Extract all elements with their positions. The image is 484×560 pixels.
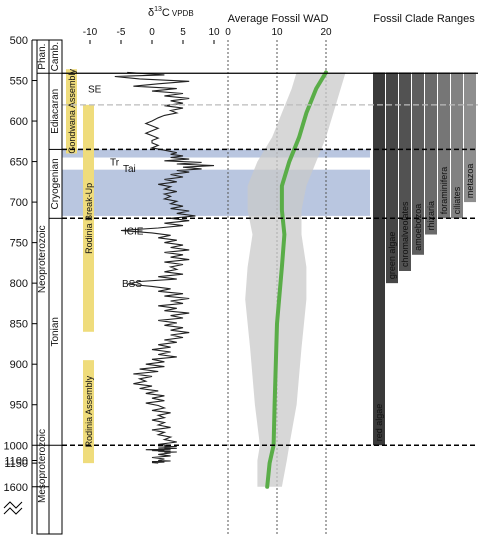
glaciation-band	[62, 169, 370, 216]
age-axis: 500 550 600 650 700 750 800 850 900 950 1000 110011…	[4, 35, 37, 534]
age-tick-label: 1100	[4, 456, 28, 468]
age-tick-label: 650	[10, 157, 28, 169]
age-tick-label: 500	[10, 35, 28, 47]
age-tick-label: 750	[10, 238, 28, 250]
clade-range-bar	[425, 72, 437, 235]
d13c-title: δ13C VPDB	[148, 6, 194, 19]
boundary-lines	[61, 40, 478, 534]
glaciation-bands	[62, 149, 370, 216]
clade-label: red algae	[374, 404, 384, 442]
clade-range-bar	[386, 72, 398, 284]
clade-label: ciliates	[452, 186, 462, 214]
d13c-tick-label: -5	[117, 27, 126, 38]
wad-title: Average Fossil WAD	[228, 13, 329, 25]
age-tick-label: 550	[10, 76, 28, 88]
clade-label: chromalveolates	[400, 201, 410, 267]
clade-label: metazoa	[465, 164, 475, 199]
age-tick-label: 800	[10, 278, 28, 290]
period-label: Tonian	[50, 317, 61, 346]
clade-label: rhizaria	[426, 201, 436, 231]
clade-range-bar	[412, 72, 424, 255]
glaciation-band	[62, 149, 370, 158]
wad-tick-label: 20	[320, 27, 332, 38]
clade-label: amoebozoa	[413, 204, 423, 251]
wad-tick-label: 0	[225, 27, 231, 38]
axis-break-mark	[3, 501, 23, 509]
d13c-tick-label: 5	[180, 27, 186, 38]
clade-panel: Fossil Clade Ranges red algae green algae…	[373, 13, 476, 446]
age-tick-label: 850	[10, 319, 28, 331]
age-tick-label: 700	[10, 197, 28, 209]
clade-title: Fossil Clade Ranges	[373, 13, 475, 25]
d13c-series	[114, 71, 215, 464]
strat-column: Phan. Neoproterozoic Mesoproterozoic Camb. E…	[36, 39, 63, 535]
wad-mean-line	[265, 70, 328, 489]
period-label: Ediacaran	[50, 89, 61, 134]
eon-label: Mesoproterozoic	[37, 429, 48, 503]
d13c-tick-label: 10	[208, 27, 220, 38]
period-label: Cryogenian	[50, 158, 61, 209]
age-tick-label: 1000	[4, 440, 28, 452]
age-tick-label: 950	[10, 400, 28, 412]
event-label: Gondwana Assembly	[67, 69, 77, 154]
eon-label: Neoproterozoic	[37, 225, 48, 293]
eon-label: Phan.	[37, 44, 48, 70]
d13c-event-label: Tr	[110, 158, 120, 169]
wad-panel: Average Fossil WAD 0 10 20	[225, 13, 346, 534]
d13c-tick-label: 0	[149, 27, 155, 38]
event-bar	[83, 360, 94, 464]
age-tick-label: 1600	[4, 482, 28, 494]
d13c-event-label: SE	[88, 85, 102, 96]
age-tick-label: 1150	[4, 458, 28, 470]
age-tick-label: 900	[10, 359, 28, 371]
clade-range-bar	[373, 72, 385, 446]
period-label: Camb.	[50, 42, 61, 71]
wad-uncertainty-band	[245, 72, 346, 487]
clade-range-bar	[438, 72, 450, 219]
axis-break-mark	[3, 507, 23, 515]
d13c-event-label: Tai	[123, 164, 136, 175]
event-bar	[66, 69, 77, 154]
wad-tick-label: 10	[271, 27, 283, 38]
clade-range-bar	[451, 72, 463, 219]
clade-label: foraminifera	[439, 167, 449, 215]
clade-range-bar	[399, 72, 411, 271]
age-tick-label: 600	[10, 116, 28, 128]
event-label: Rodinia Assembly	[84, 375, 94, 447]
d13c-tick-label: -10	[83, 27, 98, 38]
d13c-event-label: BSS	[122, 279, 142, 290]
clade-label: green algae	[387, 232, 397, 280]
d13c-event-label: ICIE	[124, 226, 144, 237]
